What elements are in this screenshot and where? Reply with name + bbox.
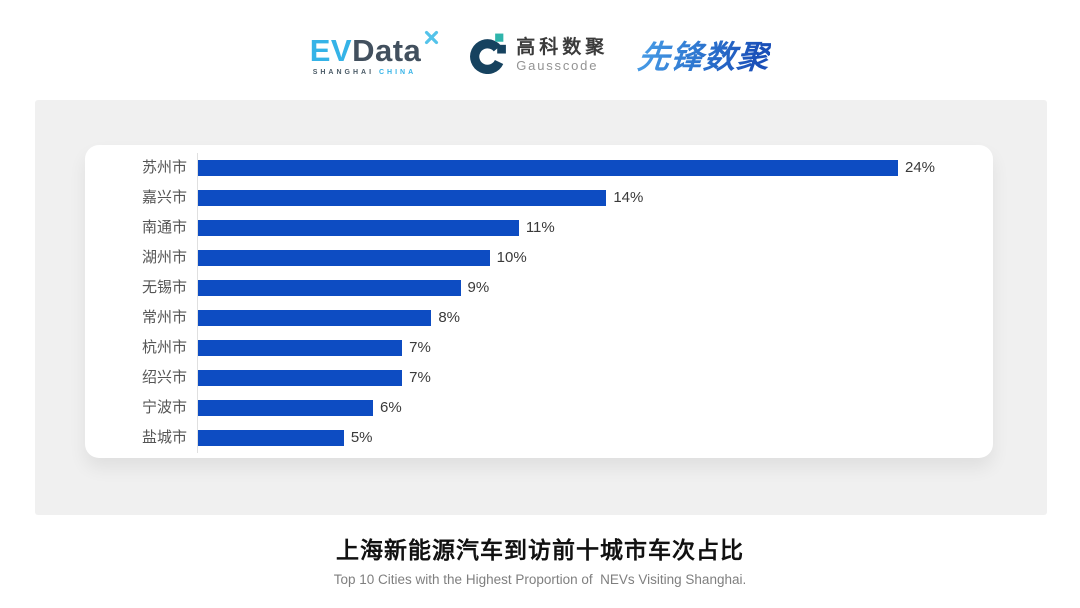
chart-row: 常州市 8%: [85, 303, 993, 333]
chart-row: 嘉兴市 14%: [85, 183, 993, 213]
gausscode-logo: 高科数聚 Gausscode: [470, 31, 608, 79]
chart-title: 上海新能源汽车到访前十城市车次占比: [336, 537, 744, 563]
chart-row: 杭州市 7%: [85, 333, 993, 363]
evdata-shanghai-text: SHANGHAI: [312, 68, 375, 76]
gausscode-chinese-name: 高科数聚: [516, 36, 609, 58]
value-label: 11%: [525, 219, 555, 236]
chart-row: 盐城市 5%: [85, 423, 993, 453]
value-label: 7%: [409, 369, 431, 386]
bar: [198, 370, 403, 386]
evdata-tagline: SHANGHAI CHINA: [310, 69, 416, 76]
bar: [198, 220, 519, 236]
value-label: 7%: [409, 339, 431, 356]
value-label: 5%: [350, 429, 373, 446]
bar-area: 7%: [197, 333, 993, 363]
category-label: 杭州市: [141, 339, 187, 356]
bar: [198, 160, 898, 176]
bar: [198, 400, 373, 416]
pinwheel-x-icon: [423, 29, 440, 50]
chart-panel: 苏州市 24% 嘉兴市 14% 南通市 11% 湖州市 10% 无锡市 9% 常州市 8% 杭州市 7% 绍…: [35, 100, 1047, 515]
bar-area: 6%: [197, 393, 993, 423]
bar: [198, 340, 403, 356]
evdata-logo-text: EV Data: [309, 30, 441, 68]
category-label: 绍兴市: [141, 369, 187, 386]
chart-row: 南通市 11%: [85, 213, 993, 243]
value-label: 6%: [380, 399, 402, 416]
xianfeng-shuju-logo: 先锋数聚: [636, 32, 773, 78]
footer: 上海新能源汽车到访前十城市车次占比 Top 10 Cities with the…: [0, 531, 1080, 587]
category-label: 湖州市: [141, 249, 187, 266]
bar-area: 9%: [197, 273, 993, 303]
bar: [198, 280, 461, 296]
category-label: 苏州市: [141, 159, 187, 176]
evdata-china-text: CHINA: [379, 68, 417, 76]
gausscode-logo-text: 高科数聚 Gausscode: [516, 37, 608, 73]
bar-area: 11%: [197, 213, 993, 243]
evdata-data-text: Data: [352, 32, 422, 68]
value-label: 8%: [438, 309, 461, 326]
chart-row: 湖州市 10%: [85, 243, 993, 273]
bar: [198, 430, 344, 446]
value-label: 24%: [905, 159, 936, 176]
category-label: 常州市: [141, 309, 187, 326]
header-logo-bar: EV Data SHANGHAI CHINA 高科数聚 Gausscode 先锋数…: [0, 26, 1080, 84]
chart-row: 宁波市 6%: [85, 393, 993, 423]
chart-rows: 苏州市 24% 嘉兴市 14% 南通市 11% 湖州市 10% 无锡市 9% 常州市 8% 杭州市 7% 绍…: [85, 153, 993, 453]
chart-subtitle: Top 10 Cities with the Highest Proportio…: [333, 572, 747, 587]
category-label: 盐城市: [141, 429, 187, 446]
chart-row: 绍兴市 7%: [85, 363, 993, 393]
category-label: 南通市: [141, 219, 187, 236]
value-label: 9%: [467, 279, 490, 296]
bar-area: 14%: [197, 183, 993, 213]
value-label: 10%: [496, 249, 527, 266]
chart-card: 苏州市 24% 嘉兴市 14% 南通市 11% 湖州市 10% 无锡市 9% 常州市 8% 杭州市 7% 绍…: [85, 145, 993, 458]
bar-area: 7%: [197, 363, 993, 393]
category-label: 无锡市: [141, 279, 187, 296]
bar-area: 10%: [197, 243, 993, 273]
gausscode-english-name: Gausscode: [516, 57, 599, 73]
evdata-ev-text: EV: [309, 32, 353, 68]
bar: [198, 310, 432, 326]
bar-area: 5%: [197, 423, 993, 453]
category-label: 宁波市: [141, 399, 187, 416]
gausscode-g-icon: [470, 31, 507, 79]
bar: [198, 250, 490, 266]
value-label: 14%: [613, 189, 644, 206]
chart-row: 无锡市 9%: [85, 273, 993, 303]
chart-row: 苏州市 24%: [85, 153, 993, 183]
bar-area: 24%: [197, 153, 993, 183]
bar-area: 8%: [197, 303, 993, 333]
category-label: 嘉兴市: [141, 189, 187, 206]
bar: [198, 190, 607, 206]
evdata-logo: EV Data SHANGHAI CHINA: [309, 30, 441, 76]
